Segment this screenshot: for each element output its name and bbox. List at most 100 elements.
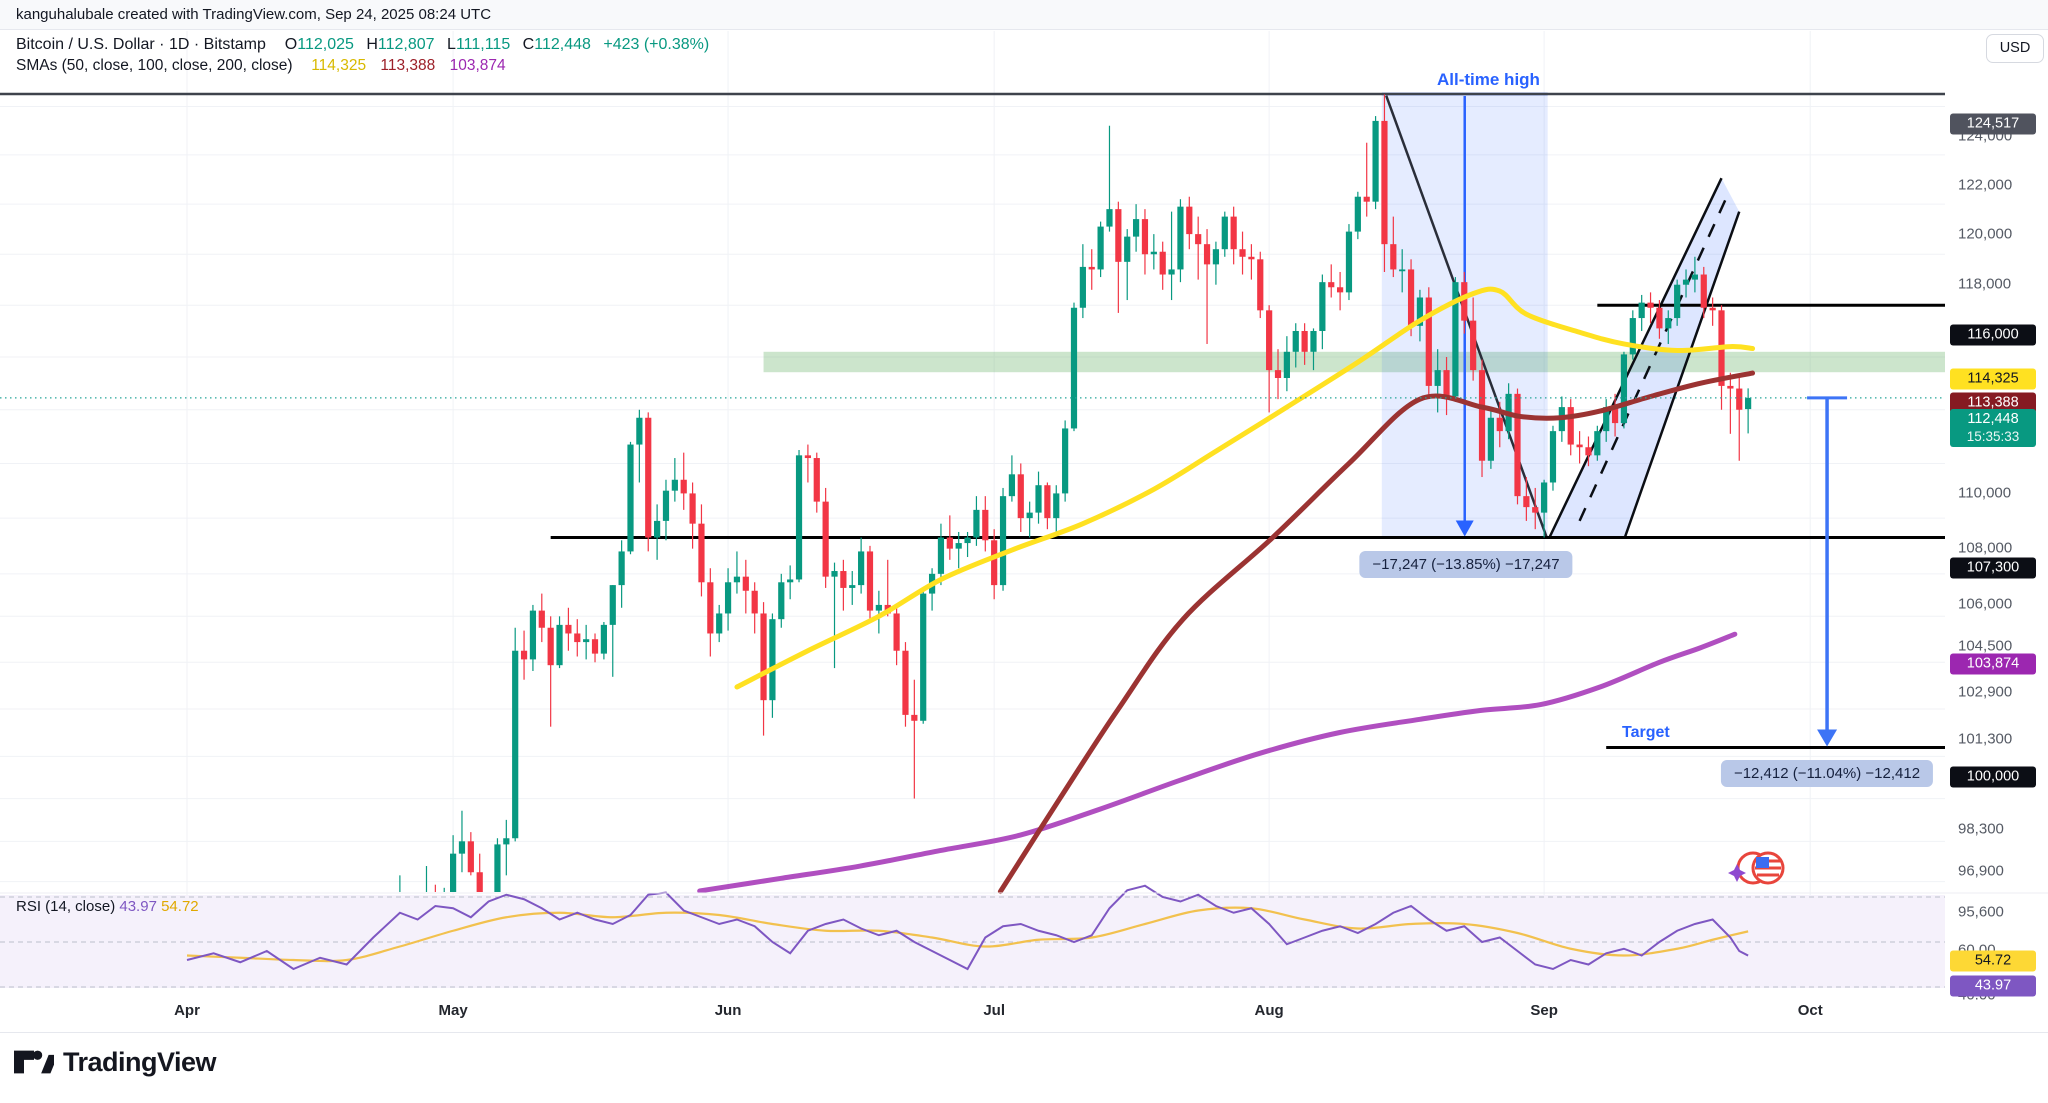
month-label-Jul[interactable]: Jul bbox=[983, 1002, 1005, 1019]
price-badge-116000[interactable]: 116,000 bbox=[1950, 324, 2036, 346]
rsi-badge-54.72[interactable]: 54.72 bbox=[1950, 950, 2036, 972]
candle-body bbox=[1106, 209, 1113, 227]
symbol-name[interactable]: Bitcoin / U.S. Dollar bbox=[16, 36, 155, 53]
candle-body bbox=[733, 576, 741, 583]
measure-target-label[interactable]: −12,412 (−11.04%) −12,412 bbox=[1720, 760, 1934, 787]
candle-body bbox=[680, 479, 687, 494]
price-tick-120000[interactable]: 120,000 bbox=[1958, 225, 2013, 243]
candle-body bbox=[1541, 482, 1548, 513]
price-badge-103874[interactable]: 103,874 bbox=[1950, 653, 2036, 675]
exchange-label[interactable]: Bitstamp bbox=[203, 36, 266, 53]
month-label-Jun[interactable]: Jun bbox=[714, 1002, 742, 1019]
sma200-line[interactable] bbox=[697, 631, 1738, 894]
candle-body bbox=[671, 479, 678, 491]
price-tick-101300[interactable]: 101,300 bbox=[1958, 730, 2013, 748]
candle-body bbox=[565, 624, 572, 634]
month-label-Sep[interactable]: Sep bbox=[1530, 1002, 1558, 1019]
candle-body bbox=[911, 714, 918, 721]
candle-body bbox=[458, 841, 466, 854]
countdown-timer: 15:35:33 bbox=[1966, 428, 2020, 444]
currency-unit-button[interactable]: USD bbox=[1986, 34, 2044, 63]
rsi-line[interactable] bbox=[186, 884, 1749, 971]
rsi-badge-43.97[interactable]: 43.97 bbox=[1950, 975, 2036, 997]
price-badge-124517[interactable]: 124,517 bbox=[1950, 113, 2036, 135]
candle-body bbox=[1168, 269, 1175, 275]
channel-lower-line[interactable] bbox=[1623, 211, 1741, 538]
economic-event-icon[interactable] bbox=[1728, 851, 1785, 885]
all-time-high-label[interactable]: All-time high bbox=[1437, 70, 1540, 89]
price-tick-106000[interactable]: 106,000 bbox=[1958, 595, 2013, 613]
price-badge-107300[interactable]: 107,300 bbox=[1950, 557, 2036, 579]
target-label[interactable]: Target bbox=[1622, 724, 1670, 741]
rsi-ma-line[interactable] bbox=[186, 906, 1749, 963]
interval-label[interactable]: 1D bbox=[168, 36, 190, 53]
candle-body bbox=[1079, 266, 1086, 308]
candle-body bbox=[1682, 279, 1690, 285]
candle-body bbox=[1478, 370, 1486, 461]
candle-body bbox=[920, 593, 927, 721]
symbol-legend[interactable]: Bitcoin / U.S. Dollar · 1D · Bitstamp O1… bbox=[16, 36, 717, 75]
chart-canvas[interactable] bbox=[0, 30, 2048, 1103]
channel-upper-line[interactable] bbox=[1548, 177, 1723, 539]
candle-body bbox=[991, 540, 998, 586]
candle-body bbox=[1062, 428, 1069, 494]
candle-body bbox=[494, 844, 501, 892]
price-badge-114325[interactable]: 114,325 bbox=[1950, 368, 2036, 390]
candle-body bbox=[822, 501, 829, 577]
candle-body bbox=[583, 639, 590, 643]
price-tick-98300[interactable]: 98,300 bbox=[1958, 820, 2004, 838]
candle-body bbox=[1399, 269, 1406, 272]
candle-body bbox=[1425, 297, 1432, 386]
candle-body bbox=[813, 458, 820, 502]
ohlc-high: H112,807 bbox=[366, 36, 435, 53]
symbol-row: Bitcoin / U.S. Dollar · 1D · Bitstamp O1… bbox=[16, 36, 717, 54]
candle-body bbox=[1674, 284, 1681, 319]
price-tick-118000[interactable]: 118,000 bbox=[1958, 275, 2012, 293]
candle-body bbox=[1532, 507, 1539, 513]
candle-body bbox=[1416, 297, 1424, 326]
price-tick-102900[interactable]: 102,900 bbox=[1958, 683, 2013, 701]
price-badge-113388[interactable]: 113,388 bbox=[1950, 392, 2036, 414]
sma-legend-row[interactable]: SMAs (50, close, 100, close, 200, close)… bbox=[16, 57, 717, 75]
candle-body bbox=[1585, 447, 1592, 456]
candle-body bbox=[1629, 318, 1636, 355]
candle-body bbox=[1620, 354, 1628, 424]
candle-body bbox=[1727, 385, 1734, 389]
candle-body bbox=[1611, 407, 1619, 424]
candle-body bbox=[1700, 274, 1707, 308]
candle-body bbox=[875, 604, 882, 611]
rsi-legend[interactable]: RSI (14, close) 43.97 54.72 bbox=[16, 898, 199, 915]
sma50-line[interactable] bbox=[734, 286, 1756, 690]
price-tick-108000[interactable]: 108,000 bbox=[1958, 539, 2013, 557]
candle-body bbox=[955, 543, 962, 549]
candle-body bbox=[600, 624, 607, 654]
month-label-Aug[interactable]: Aug bbox=[1254, 1002, 1284, 1019]
measure-drawdown-label[interactable]: −17,247 (−13.85%) −17,247 bbox=[1359, 551, 1573, 578]
candle-body bbox=[1567, 407, 1574, 445]
price-badge-112448[interactable]: 112,448 15:35:33 bbox=[1950, 408, 2036, 447]
candle-body bbox=[618, 551, 625, 586]
price-tick-96900[interactable]: 96,900 bbox=[1958, 862, 2004, 880]
channel-mid-dashed-line[interactable] bbox=[1578, 196, 1728, 522]
candle-body bbox=[1337, 287, 1344, 293]
candle-body bbox=[512, 650, 519, 839]
change-value: +423 (+0.38%) bbox=[603, 36, 710, 53]
candle-body bbox=[1407, 269, 1415, 326]
sma100-line[interactable] bbox=[997, 370, 1756, 895]
candle-body bbox=[902, 650, 909, 715]
candle-body bbox=[1301, 330, 1308, 352]
candle-body bbox=[1070, 307, 1078, 429]
candle-body bbox=[1159, 251, 1166, 275]
candle-body bbox=[1132, 219, 1140, 237]
price-tick-104500[interactable]: 104,500 bbox=[1958, 637, 2013, 655]
price-tick-122000[interactable]: 122,000 bbox=[1958, 176, 2013, 194]
month-label-Oct[interactable]: Oct bbox=[1797, 1002, 1823, 1019]
price-tick-110000[interactable]: 110,000 bbox=[1958, 484, 2012, 502]
price-badge-100000[interactable]: 100,000 bbox=[1950, 766, 2036, 788]
candle-body bbox=[1496, 417, 1503, 432]
price-tick-95600[interactable]: 95,600 bbox=[1958, 903, 2004, 921]
month-label-May[interactable]: May bbox=[438, 1002, 468, 1019]
month-label-Apr[interactable]: Apr bbox=[174, 1002, 200, 1019]
tradingview-logo[interactable]: TradingView bbox=[14, 1046, 217, 1078]
candle-body bbox=[1709, 307, 1716, 311]
